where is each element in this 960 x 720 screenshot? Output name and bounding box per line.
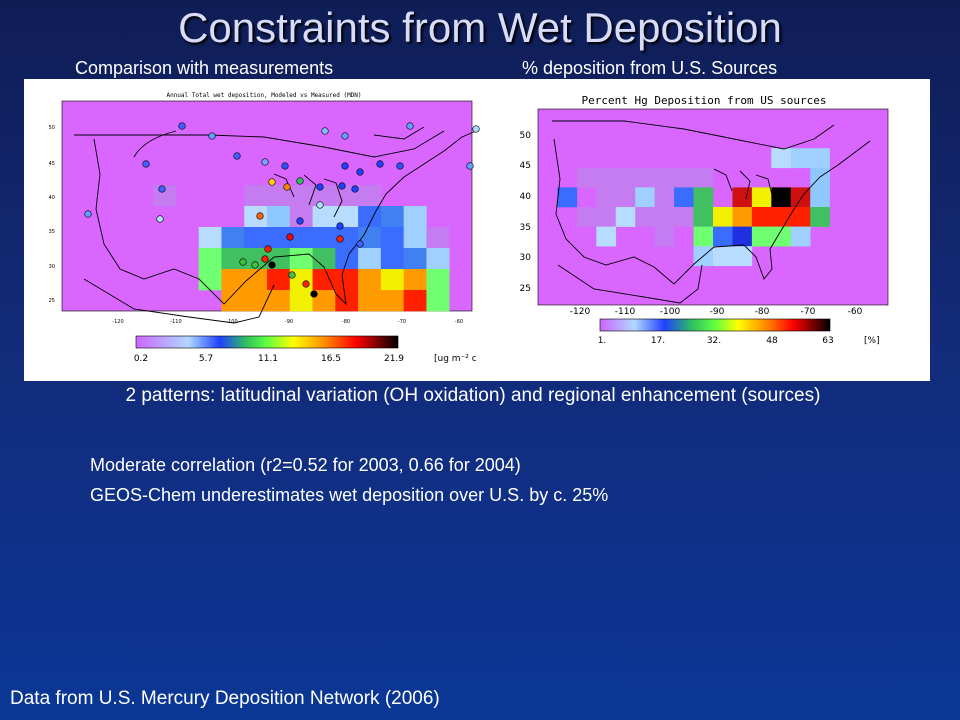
mdn-site-marker <box>268 261 276 269</box>
right-cb-label-2: 17. <box>651 336 665 346</box>
left-cb-label-1: 0.2 <box>134 354 148 364</box>
mdn-site-marker <box>208 132 216 140</box>
mdn-site-marker <box>283 183 291 191</box>
left-cb-units: [ug m⁻² c <box>434 354 477 364</box>
left-map-axes: 50 45 40 35 30 25 -120 -110 -100 -90 -80 -70 -60 <box>49 125 463 325</box>
mdn-site-marker <box>336 222 344 230</box>
mdn-site-marker <box>178 122 186 130</box>
mdn-site-marker <box>261 255 269 263</box>
mdn-site-marker <box>84 210 92 218</box>
left-lon-tick: -60 <box>455 319 463 325</box>
mdn-site-marker <box>286 233 294 241</box>
right-lon-tick: -80 <box>755 307 770 317</box>
data-source-footer: Data from U.S. Mercury Deposition Networ… <box>10 688 440 709</box>
left-map-grid <box>61 100 473 312</box>
left-lat-tick: 40 <box>49 195 55 201</box>
right-map-axes: 50 45 40 35 30 25 -120 -110 -100 -90 -80 -70 -60 <box>520 131 863 317</box>
mdn-site-marker <box>351 185 359 193</box>
mdn-site-marker <box>288 271 296 279</box>
mdn-site-marker <box>356 168 364 176</box>
mdn-site-marker <box>338 182 346 190</box>
left-lat-tick: 50 <box>49 125 55 131</box>
right-map-outlines <box>552 120 871 304</box>
mdn-site-marker <box>268 178 276 186</box>
left-cb-label-4: 16.5 <box>321 354 341 364</box>
right-lon-tick: -60 <box>848 307 863 317</box>
right-lat-tick: 30 <box>520 253 532 263</box>
left-lon-tick: -120 <box>112 319 123 325</box>
mdn-site-marker <box>472 125 480 133</box>
mdn-site-marker <box>261 158 269 166</box>
mdn-site-marker <box>336 235 344 243</box>
mdn-site-marker <box>302 280 310 288</box>
right-map-heading: % deposition from U.S. Sources <box>522 58 778 78</box>
mdn-site-marker <box>321 127 329 135</box>
right-cb-label-3: 32. <box>707 336 721 346</box>
left-map-heading: Comparison with measurements <box>75 58 334 78</box>
mdn-site-marker <box>158 185 166 193</box>
right-lat-tick: 45 <box>520 161 531 171</box>
right-lat-tick: 35 <box>520 223 531 233</box>
right-lon-tick: -100 <box>660 307 681 317</box>
mdn-site-marker <box>310 290 318 298</box>
patterns-caption: 2 patterns: latitudinal variation (OH ox… <box>125 385 821 406</box>
left-lat-tick: 30 <box>49 264 55 270</box>
left-lon-tick: -110 <box>170 319 181 325</box>
mdn-site-markers <box>84 122 480 298</box>
mdn-site-marker <box>406 122 414 130</box>
left-deposition-map: Annual Total wet deposition, Modeled vs … <box>49 92 480 364</box>
bullet-underestimate: GEOS-Chem underestimates wet deposition … <box>90 485 609 505</box>
left-cb-label-3: 11.1 <box>258 354 278 364</box>
left-colorbar: 0.2 5.7 11.1 16.5 21.9 [ug m⁻² c <box>134 335 477 364</box>
left-lon-tick: -80 <box>342 319 350 325</box>
right-cb-units: [%] <box>864 336 880 346</box>
mdn-site-marker <box>239 258 247 266</box>
mdn-site-marker <box>296 217 304 225</box>
right-cb-label-5: 63 <box>822 336 833 346</box>
right-lat-tick: 25 <box>520 284 531 294</box>
mdn-site-marker <box>396 162 404 170</box>
left-lat-tick: 35 <box>49 229 55 235</box>
mdn-site-marker <box>251 261 259 269</box>
mdn-site-marker <box>466 162 474 170</box>
left-lon-tick: -90 <box>285 319 293 325</box>
right-lon-tick: -90 <box>710 307 725 317</box>
right-map-grid <box>537 108 889 306</box>
left-lat-tick: 45 <box>49 161 55 167</box>
mdn-site-marker <box>376 160 384 168</box>
left-cb-label-5: 21.9 <box>384 354 404 364</box>
mdn-site-marker <box>316 201 324 209</box>
left-lat-tick: 25 <box>49 298 55 304</box>
bullet-correlation: Moderate correlation (r2=0.52 for 2003, … <box>90 455 521 475</box>
mdn-site-marker <box>341 132 349 140</box>
right-cb-label-4: 48 <box>766 336 778 346</box>
mdn-site-marker <box>281 162 289 170</box>
mdn-site-marker <box>256 212 264 220</box>
mdn-site-marker <box>264 245 272 253</box>
mdn-site-marker <box>142 160 150 168</box>
left-cb-label-2: 5.7 <box>199 354 213 364</box>
mdn-site-marker <box>296 177 304 185</box>
right-lon-tick: -70 <box>801 307 816 317</box>
right-map-title: Percent Hg Deposition from US sources <box>581 94 826 107</box>
mdn-site-marker <box>233 152 241 160</box>
right-lat-tick: 40 <box>520 192 532 202</box>
mdn-site-marker <box>341 162 349 170</box>
left-map-title: Annual Total wet deposition, Modeled vs … <box>166 92 361 99</box>
right-us-source-map: Percent Hg Deposition from US sources 50… <box>520 94 889 346</box>
left-lon-tick: -100 <box>226 319 237 325</box>
mdn-site-marker <box>356 240 364 248</box>
right-cb-label-1: 1. <box>598 336 607 346</box>
left-map-outlines <box>74 126 477 324</box>
right-lon-tick: -110 <box>615 307 636 317</box>
right-colorbar: 1. 17. 32. 48 63 [%] <box>598 318 880 346</box>
right-lon-tick: -120 <box>570 307 591 317</box>
slide-title: Constraints from Wet Deposition <box>178 4 782 51</box>
mdn-site-marker <box>156 215 164 223</box>
mdn-site-marker <box>316 183 324 191</box>
right-lat-tick: 50 <box>520 131 532 141</box>
left-lon-tick: -70 <box>398 319 406 325</box>
